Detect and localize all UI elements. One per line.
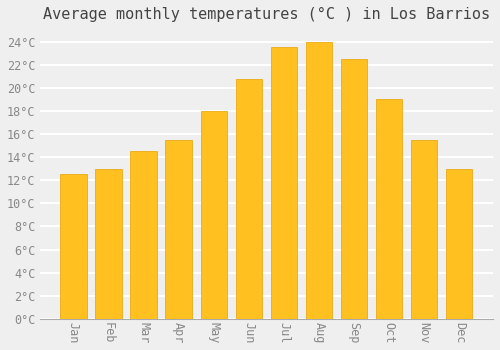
Bar	[236, 79, 262, 319]
Bar	[96, 169, 122, 319]
Title: Average monthly temperatures (°C ) in Los Barrios: Average monthly temperatures (°C ) in Lo…	[43, 7, 490, 22]
Bar	[446, 169, 472, 319]
Bar	[130, 152, 156, 319]
Bar	[376, 99, 402, 319]
Bar	[166, 140, 192, 319]
Bar	[341, 59, 367, 319]
Bar	[60, 175, 86, 319]
Bar	[411, 140, 438, 319]
Bar	[306, 42, 332, 319]
Bar	[270, 47, 297, 319]
Bar	[200, 111, 227, 319]
